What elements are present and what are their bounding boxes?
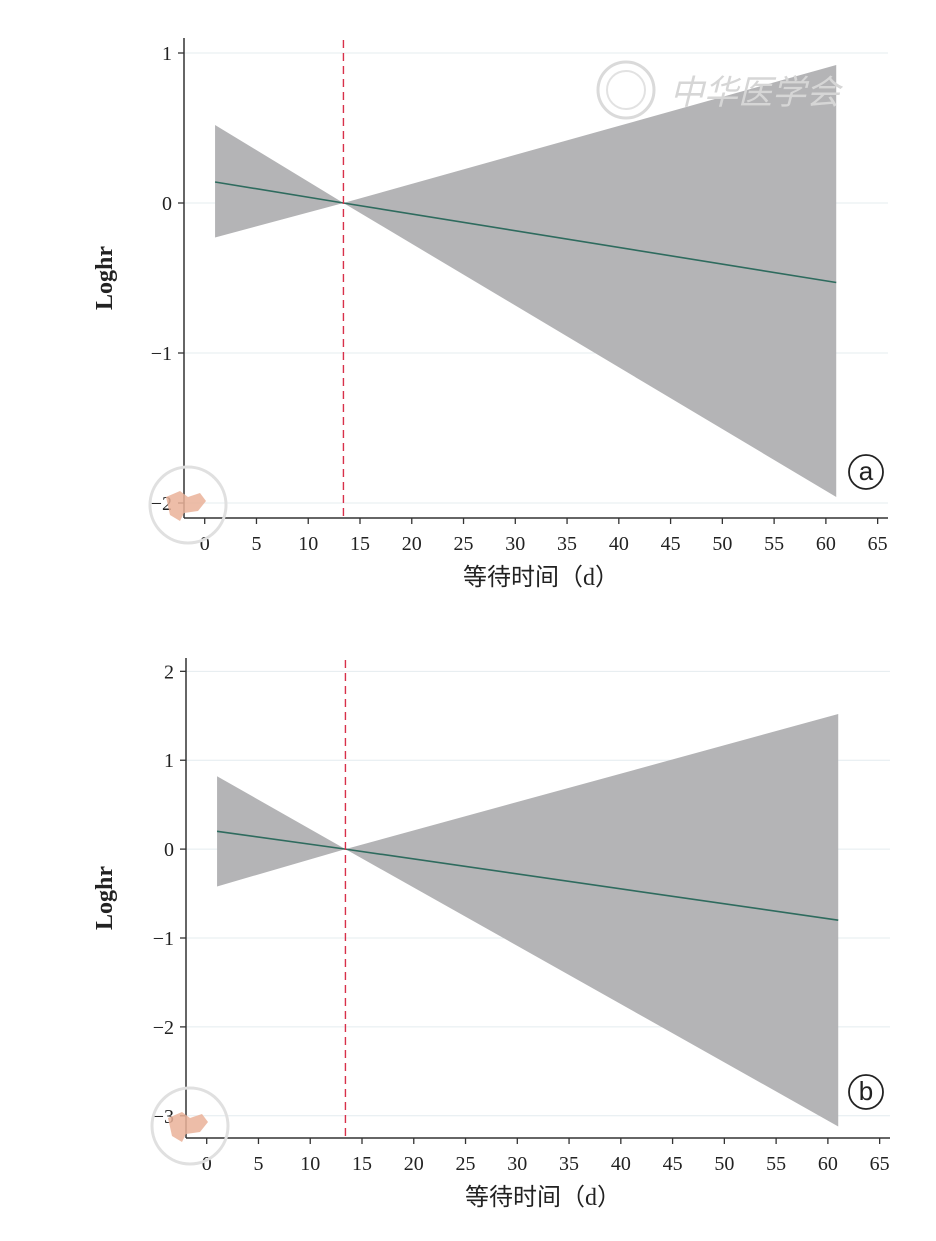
- y-axis-title: Loghr: [92, 246, 118, 310]
- x-tick-label-9: 45: [661, 533, 681, 555]
- watermark-text: 中华医学会: [670, 73, 844, 113]
- x-tick-label-6: 30: [507, 1153, 527, 1175]
- x-tick-label-10: 50: [714, 1153, 734, 1175]
- map-watermark-icon: [166, 491, 206, 521]
- x-tick-label-4: 20: [402, 533, 422, 555]
- y-tick-label-5: −3: [153, 1106, 174, 1128]
- x-tick-label-5: 25: [456, 1153, 476, 1175]
- panel-b: 210−1−2−30 5 10 15 20 25 30 35 40 45 50 55 60 65等待时间（…: [92, 658, 890, 1211]
- y-tick-label-0: 1: [162, 43, 172, 65]
- panel-label: b: [859, 1076, 873, 1106]
- x-tick-label-8: 40: [611, 1153, 631, 1175]
- x-tick-label-8: 40: [609, 533, 629, 555]
- y-tick-label-3: −1: [153, 928, 174, 950]
- y-tick-label-4: −2: [153, 1017, 174, 1039]
- y-tick-label-1: 1: [164, 750, 174, 772]
- panel-label-circle: [848, 454, 884, 490]
- ci-band: [217, 714, 839, 1127]
- seal-watermark-icon: [150, 1086, 230, 1166]
- x-tick-label-4: 20: [404, 1153, 424, 1175]
- x-tick-label-10: 50: [712, 533, 732, 555]
- x-tick-label-3: 15: [352, 1153, 372, 1175]
- watermark: 中华医学会: [596, 60, 844, 120]
- x-tick-label-7: 35: [557, 533, 577, 555]
- y-tick-label-0: 2: [164, 661, 174, 683]
- x-tick-label-13: 65: [870, 1153, 890, 1175]
- seal-watermark-icon: [148, 465, 228, 545]
- panel-label: a: [859, 456, 874, 486]
- x-axis-title: 等待时间（d）: [463, 564, 619, 591]
- x-tick-label-12: 60: [816, 533, 836, 555]
- x-tick-label-2: 10: [300, 1153, 320, 1175]
- x-axis-title: 等待时间（d）: [465, 1184, 621, 1211]
- panel-a: 10−1−20 5 10 15 20 25 30 35 40 45 50 55 60 65等待时间（d）L…: [92, 38, 888, 591]
- x-tick-label-5: 25: [454, 533, 474, 555]
- panel-label-circle: [848, 1074, 884, 1110]
- y-tick-label-2: −1: [151, 343, 172, 365]
- watermark-seal-inner: [606, 70, 646, 110]
- ci-band: [215, 65, 837, 497]
- x-tick-label-11: 55: [764, 533, 784, 555]
- x-tick-label-0: 0: [200, 533, 210, 555]
- x-tick-label-13: 65: [868, 533, 888, 555]
- y-axis-title: Loghr: [92, 866, 118, 930]
- x-tick-label-3: 15: [350, 533, 370, 555]
- x-tick-label-12: 60: [818, 1153, 838, 1175]
- x-tick-label-1: 5: [251, 533, 261, 555]
- y-tick-label-1: 0: [162, 193, 172, 215]
- y-tick-label-2: 0: [164, 839, 174, 861]
- x-tick-label-7: 35: [559, 1153, 579, 1175]
- x-tick-label-11: 55: [766, 1153, 786, 1175]
- watermark-seal-icon: [596, 60, 656, 120]
- x-tick-label-6: 30: [505, 533, 525, 555]
- x-tick-label-2: 10: [298, 533, 318, 555]
- map-watermark-icon: [168, 1112, 208, 1142]
- x-tick-label-9: 45: [663, 1153, 683, 1175]
- x-tick-label-1: 5: [253, 1153, 263, 1175]
- x-tick-label-0: 0: [202, 1153, 212, 1175]
